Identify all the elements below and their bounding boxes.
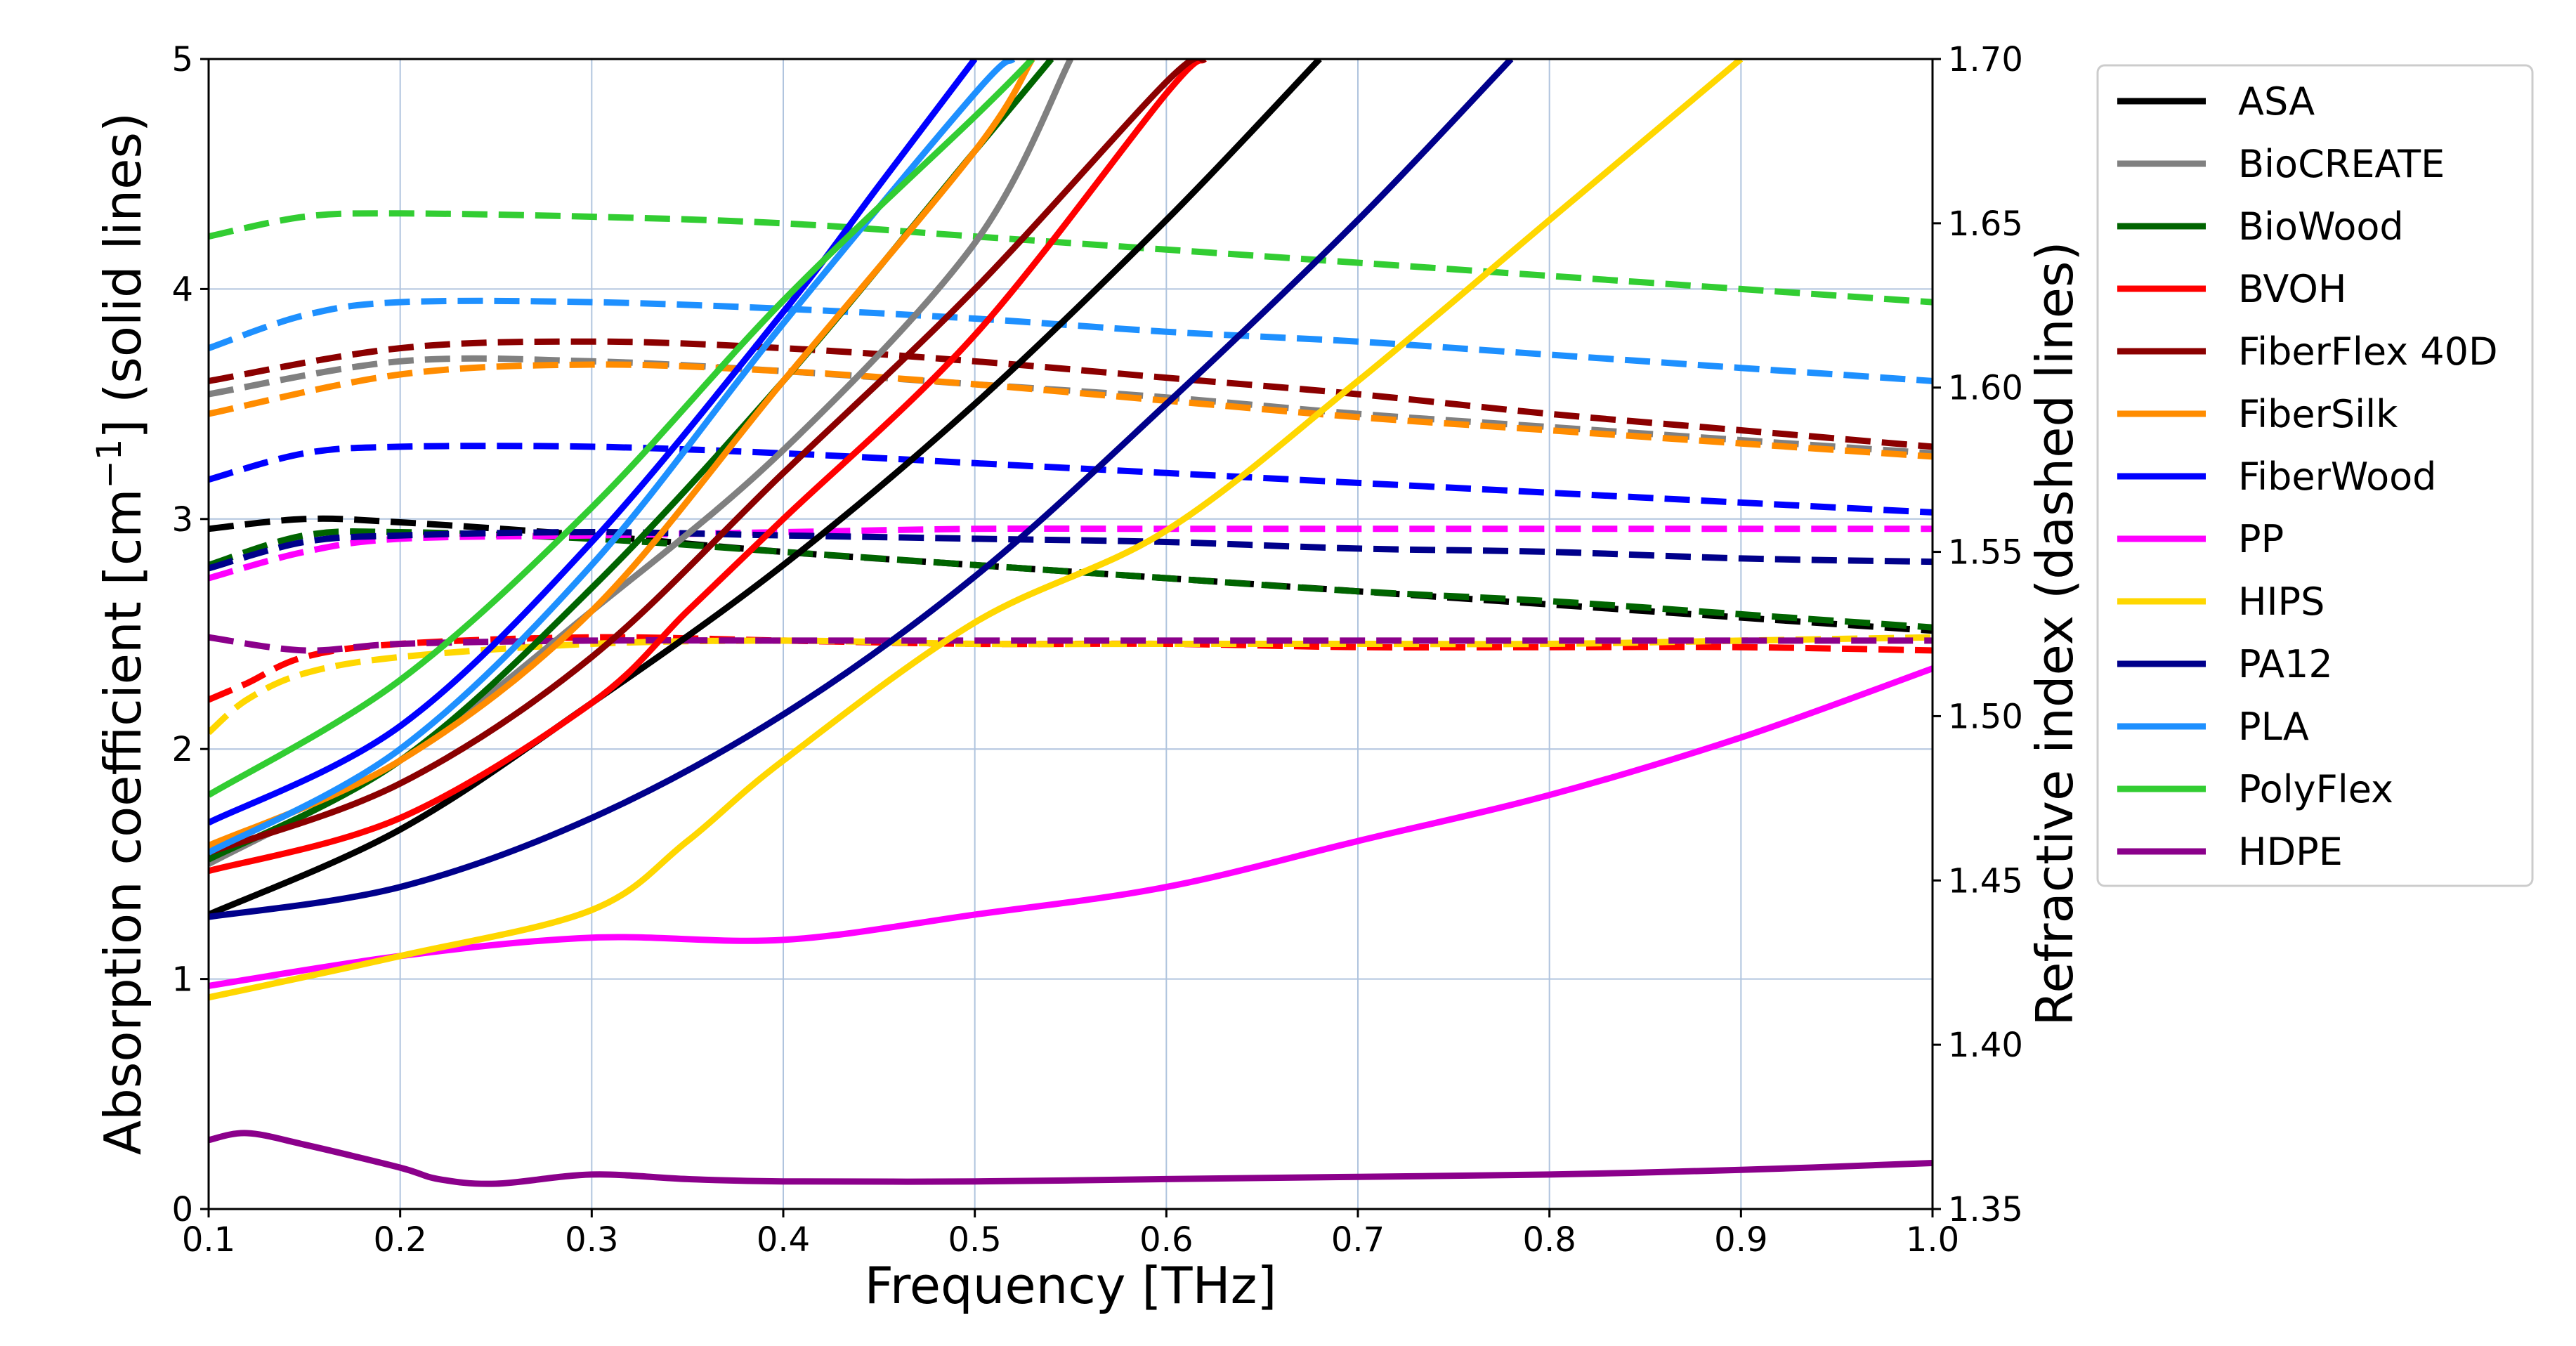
x-tick-label-4: 0.5	[948, 1220, 1001, 1260]
plot-frame	[207, 58, 1934, 1210]
absorption-line-pla	[209, 59, 1016, 856]
left-y-tick-label-2: 2	[171, 730, 193, 769]
absorption-lines	[209, 59, 1933, 1187]
x-axis: 0.1 0.2 0.3 0.4 0.5 0.6 0.7 0.8 0.9 1.0	[182, 1209, 1959, 1260]
absorption-line-asa	[209, 59, 1322, 918]
left-y-label-suffix: ] (solid lines)	[93, 112, 152, 439]
legend-label-hdpe: HDPE	[2238, 830, 2343, 874]
left-y-axis: 0 1 2 3 4 5	[171, 40, 209, 1229]
refractive-line-hdpe	[209, 634, 1933, 654]
legend-label-hips: HIPS	[2238, 580, 2325, 624]
legend-label-asa: ASA	[2238, 79, 2315, 124]
left-y-axis-label: Absorption coefficient [cm−1] (solid lin…	[90, 112, 152, 1155]
absorption-line-fiberwood	[209, 59, 978, 826]
right-y-tick-label-1: 1.40	[1948, 1026, 2023, 1065]
refractive-line-fibersilk	[209, 361, 1933, 460]
legend-label-polyflex: PolyFlex	[2238, 767, 2393, 811]
left-y-label-sup: −1	[90, 439, 129, 489]
legend-label-biocreate: BioCREATE	[2238, 142, 2445, 186]
x-tick-label-9: 1.0	[1906, 1220, 1959, 1260]
absorption-line-pa12	[209, 59, 1514, 920]
legend-label-fibersilk: FiberSilk	[2238, 392, 2398, 436]
absorption-line-fibersilk	[209, 59, 1035, 849]
absorption-line-hips	[209, 59, 1744, 1001]
x-tick-label-7: 0.8	[1522, 1220, 1576, 1260]
right-y-tick-label-2: 1.45	[1948, 861, 2023, 901]
absorption-line-polyflex	[209, 59, 1035, 798]
legend: ASA BioCREATE BioWood BVOH FiberFlex 40D Fibe…	[2096, 64, 2534, 887]
left-y-tick-label-0: 0	[171, 1190, 193, 1229]
grid	[208, 58, 1933, 1210]
right-y-tick-label-6: 1.65	[1948, 204, 2023, 244]
x-tick-label-2: 0.3	[565, 1220, 618, 1260]
absorption-line-pp	[209, 665, 1933, 989]
left-y-label-prefix: Absorption coefficient [cm	[93, 488, 152, 1155]
right-y-tick-label-0: 1.35	[1948, 1190, 2023, 1229]
x-tick-label-1: 0.2	[373, 1220, 426, 1260]
legend-label-pla: PLA	[2238, 705, 2309, 749]
right-y-tick-label-7: 1.70	[1948, 40, 2023, 79]
right-y-tick-label-5: 1.60	[1948, 369, 2023, 408]
x-axis-label: Frequency [THz]	[865, 1256, 1277, 1315]
refractive-line-hips	[209, 634, 1933, 736]
legend-label-pa12: PA12	[2238, 642, 2333, 686]
legend-frame	[2096, 64, 2534, 887]
absorption-line-bvoh	[209, 59, 1207, 875]
x-tick-label-8: 0.9	[1714, 1220, 1767, 1260]
left-y-tick-label-1: 1	[171, 960, 193, 1000]
x-tick-label-6: 0.7	[1331, 1220, 1385, 1260]
right-y-tick-label-3: 1.50	[1948, 697, 2023, 736]
legend-label-biowood: BioWood	[2238, 204, 2404, 249]
right-y-axis: 1.35 1.40 1.45 1.50 1.55 1.60 1.65 1.70	[1933, 40, 2023, 1229]
refractive-line-biocreate	[209, 355, 1933, 457]
left-y-tick-label-3: 3	[171, 500, 193, 540]
legend-label-pp: PP	[2238, 517, 2284, 561]
refractive-lines	[209, 210, 1933, 736]
absorption-line-hdpe	[209, 1130, 1933, 1187]
absorption-line-fiberflex-40d	[209, 59, 1207, 856]
x-tick-label-3: 0.4	[757, 1220, 810, 1260]
left-y-tick-label-5: 5	[171, 40, 193, 79]
left-y-tick-label-4: 4	[171, 270, 193, 309]
refractive-line-fiberflex-40d	[209, 338, 1933, 450]
absorption-line-biowood	[209, 59, 1054, 863]
right-y-axis-label: Refractive index (dashed lines)	[2025, 241, 2084, 1026]
legend-label-fiberflex-40d: FiberFlex 40D	[2238, 329, 2498, 374]
legend-label-fiberwood: FiberWood	[2238, 455, 2436, 499]
x-tick-label-0: 0.1	[182, 1220, 235, 1260]
refractive-line-pla	[209, 297, 1933, 384]
right-y-tick-label-4: 1.55	[1948, 533, 2023, 573]
x-tick-label-5: 0.6	[1139, 1220, 1193, 1260]
legend-label-bvoh: BVOH	[2238, 267, 2347, 311]
refractive-line-fiberwood	[209, 443, 1933, 516]
